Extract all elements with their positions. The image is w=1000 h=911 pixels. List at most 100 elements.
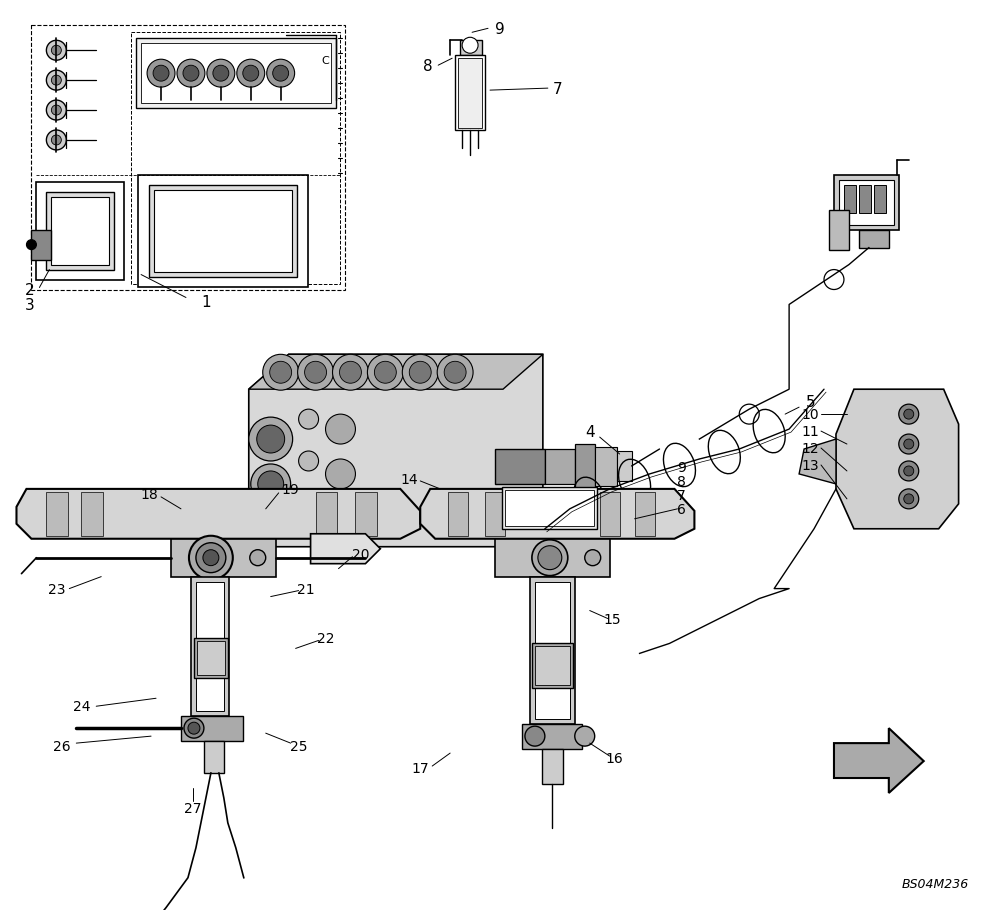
Polygon shape [420,489,694,539]
Bar [617,452,632,481]
Circle shape [899,435,919,455]
Circle shape [409,362,431,384]
Text: 2: 2 [25,282,34,298]
Bar [859,186,871,213]
Bar [181,716,243,742]
Circle shape [267,60,295,88]
Text: 25: 25 [290,740,307,753]
Text: C: C [322,56,329,67]
Bar [535,582,570,720]
Circle shape [196,543,226,573]
Circle shape [46,131,66,150]
Bar [197,641,225,676]
Bar [635,492,655,537]
Text: 5: 5 [806,394,816,409]
Circle shape [263,355,299,391]
Circle shape [904,495,914,505]
Circle shape [899,404,919,425]
Text: 4: 4 [585,425,595,439]
Circle shape [462,38,478,54]
Circle shape [273,67,289,82]
Bar [31,230,51,261]
Bar [136,39,336,109]
Circle shape [257,425,285,454]
Circle shape [213,67,229,82]
Text: 7: 7 [553,81,563,97]
Bar [51,198,109,265]
Text: 23: 23 [48,582,65,596]
Bar [194,639,228,679]
Bar [522,724,582,749]
Circle shape [184,719,204,738]
Circle shape [339,362,361,384]
Bar [171,539,276,577]
Text: 15: 15 [604,612,621,626]
Circle shape [250,550,266,566]
Bar [458,59,482,128]
Circle shape [575,726,595,746]
Circle shape [153,67,169,82]
Bar [532,644,573,689]
Text: 8: 8 [423,58,433,74]
Bar [131,34,340,284]
Text: 8: 8 [677,475,686,488]
Bar [495,449,545,485]
Circle shape [270,362,292,384]
Bar [204,742,224,773]
Circle shape [326,459,355,489]
Circle shape [899,489,919,509]
Circle shape [299,489,319,509]
Circle shape [299,452,319,471]
Circle shape [203,550,219,566]
Circle shape [26,241,36,251]
Circle shape [188,722,200,734]
Circle shape [249,417,293,462]
Bar [874,186,886,213]
Bar [154,190,292,272]
Circle shape [374,362,396,384]
Text: 27: 27 [184,801,202,815]
Bar [834,176,899,230]
Circle shape [899,462,919,481]
Text: 6: 6 [677,502,686,517]
Circle shape [51,106,61,116]
Text: 12: 12 [801,442,819,456]
Circle shape [258,471,284,497]
Circle shape [207,60,235,88]
Polygon shape [311,534,380,564]
Text: 22: 22 [317,631,334,646]
Bar [46,492,68,537]
Circle shape [538,546,562,570]
Bar [542,749,563,784]
Polygon shape [834,729,924,793]
Circle shape [177,60,205,88]
Bar [46,192,114,271]
Circle shape [255,503,287,535]
Circle shape [532,540,568,576]
Circle shape [904,410,914,420]
Circle shape [51,77,61,86]
Circle shape [525,726,545,746]
Polygon shape [16,489,420,539]
Bar [138,176,308,287]
Text: 20: 20 [352,548,369,561]
Bar [448,492,468,537]
Text: 18: 18 [140,487,158,501]
Bar [81,492,103,537]
Bar [600,492,620,537]
Bar [141,45,331,104]
Bar [505,490,594,527]
Text: 11: 11 [801,425,819,438]
Text: 26: 26 [53,740,70,753]
Text: 3: 3 [25,298,34,312]
Text: 10: 10 [801,408,819,422]
Circle shape [305,362,327,384]
Bar [36,182,124,281]
Circle shape [251,465,291,505]
Circle shape [299,410,319,430]
Circle shape [46,71,66,91]
Bar [575,445,595,489]
Circle shape [46,41,66,61]
Circle shape [46,101,66,121]
Polygon shape [836,390,959,529]
